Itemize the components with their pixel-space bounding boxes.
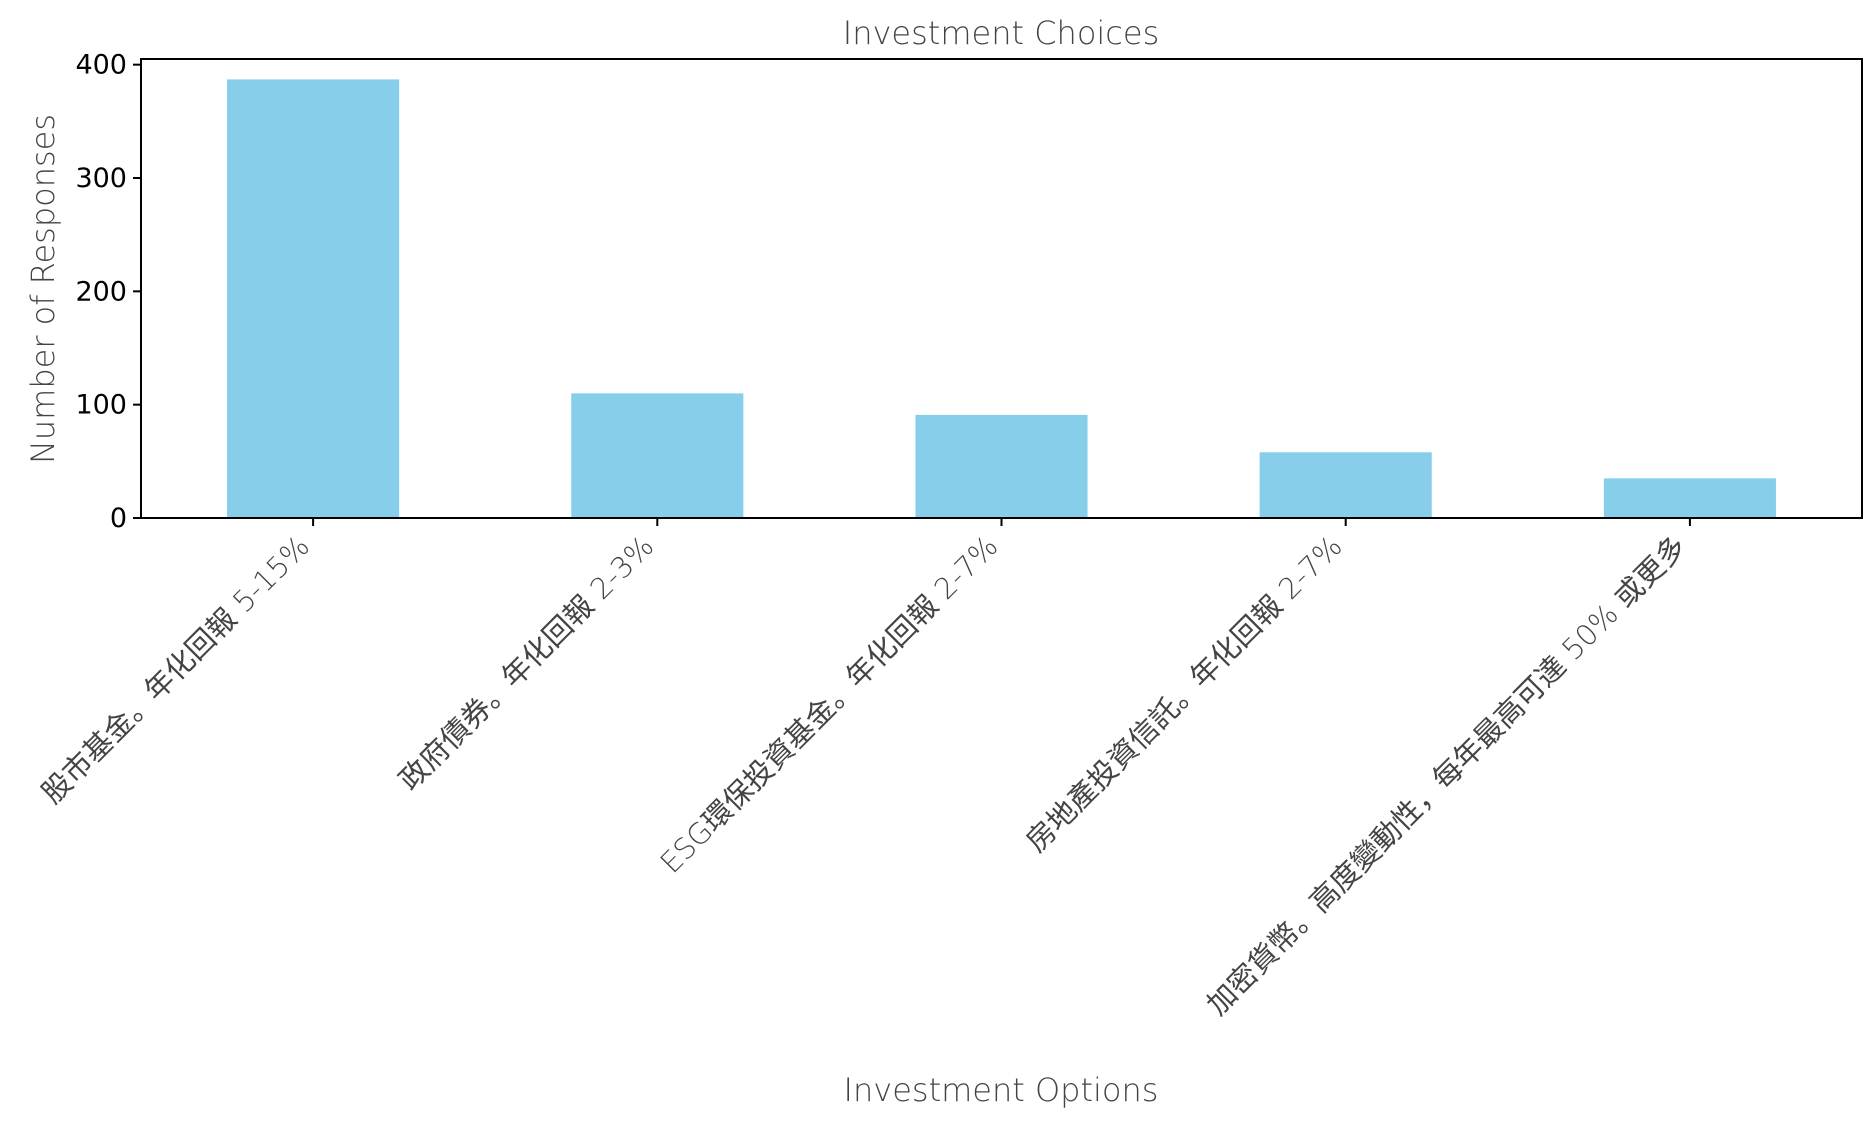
x-tick-label-2: 政府債券。年化回報 2-3% xyxy=(392,529,660,797)
x-tick-label-1: 股市基金。年化回報 5-15% xyxy=(35,529,316,810)
y-ticks-layer: 0 100 200 300 400 xyxy=(75,50,141,534)
y-tick-label-100: 100 xyxy=(75,390,127,421)
x-tick-label-4: 房地產投資信託。年化回報 2-7% xyxy=(1019,529,1349,859)
x-axis-label: Investment Options xyxy=(844,1071,1159,1109)
bar-4 xyxy=(1259,452,1432,518)
y-tick-label-0: 0 xyxy=(110,503,127,534)
x-tick-label-3: ESG環保投資基金。年化回報 2-7% xyxy=(653,529,1004,880)
bar-1 xyxy=(227,79,400,519)
bar-5 xyxy=(1603,478,1776,518)
bar-2 xyxy=(571,393,744,518)
y-tick-label-200: 200 xyxy=(75,276,127,307)
x-ticks-layer: 股市基金。年化回報 5-15% 政府債券。年化回報 2-3%ESG環保投資基金。年… xyxy=(35,518,1693,1022)
chart-title: Investment Choices xyxy=(843,14,1159,52)
bar-3 xyxy=(915,414,1088,518)
y-tick-label-400: 400 xyxy=(75,50,127,81)
bars-layer xyxy=(227,79,1776,519)
y-axis-label: Number of Responses xyxy=(24,114,62,464)
y-tick-label-300: 300 xyxy=(75,163,127,194)
